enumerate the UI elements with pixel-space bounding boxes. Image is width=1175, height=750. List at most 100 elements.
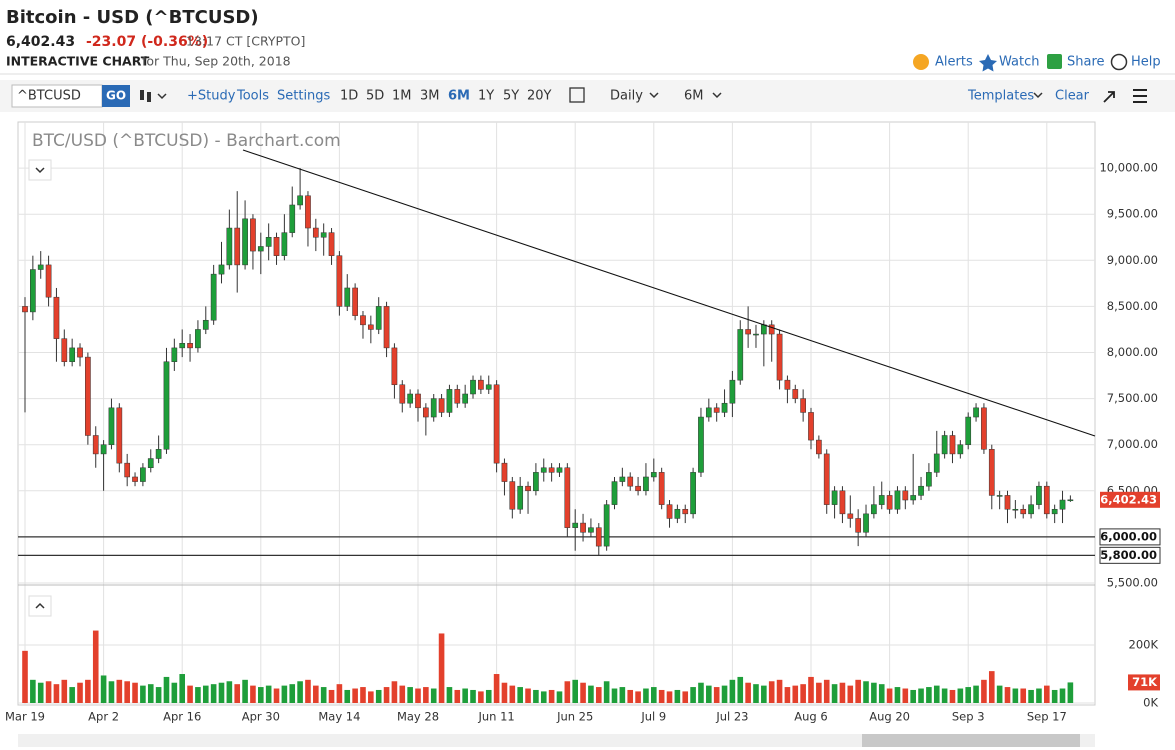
volume-bar [926,687,932,703]
candle-body [745,329,751,335]
volume-bar [619,687,626,703]
collapse-button[interactable] [28,159,52,181]
volume-bar [320,687,327,703]
candle-body [155,449,162,459]
volume-bar [651,687,657,703]
y-tick-label: 10,000.00 [1099,161,1158,175]
scrollbar-track[interactable] [18,734,1095,747]
candle-body [839,490,846,515]
volume-bar [430,688,437,703]
go-button[interactable] [102,85,130,107]
period-select[interactable]: 6M [684,89,704,104]
volume-bar [116,679,123,703]
x-tick-label: Aug 6 [794,710,827,724]
candle-body [273,237,280,256]
calendar-icon[interactable] [569,87,585,103]
y-tick-label: 8,000.00 [1107,345,1158,359]
help-link[interactable]: Help [1131,55,1161,70]
candle-body [878,495,885,505]
candle-body [525,485,531,492]
candle-body [902,490,909,501]
candle-body [430,398,437,418]
volume-bar [894,687,901,703]
volume-bar [171,682,178,703]
candle-body [949,435,956,455]
volume-bar [344,689,351,703]
templates-button[interactable]: Templates [967,89,1034,104]
go-label[interactable]: GO [106,89,126,103]
section-label: INTERACTIVE CHART [6,54,150,69]
candle-body [996,495,1003,497]
volume-bar [682,691,689,703]
candle-body [713,407,720,413]
range-button[interactable]: 1M [392,89,412,104]
volume-bar [540,691,547,703]
x-tick-label: Sep 17 [1027,710,1067,724]
chart-type-icon[interactable] [140,90,167,102]
expand-icon[interactable] [35,602,45,609]
interval-select[interactable]: Daily [610,89,643,104]
candle-body [682,508,689,515]
candle-body [674,508,681,519]
tools-button[interactable]: Tools [236,89,269,104]
volume-bar [155,687,162,703]
dropdown-icon[interactable] [712,92,722,99]
last-price: 6,402.43 [6,34,75,50]
collapse-icon[interactable] [35,167,45,174]
range-button[interactable]: 5Y [503,89,519,104]
alerts-icon[interactable] [913,54,929,70]
volume-bar [297,681,303,703]
volume-bar [336,684,343,703]
range-button[interactable]: 3M [420,89,440,104]
clear-button[interactable]: Clear [1055,89,1090,104]
candle-body [226,227,233,266]
volume-bar [375,689,382,703]
help-icon[interactable] [1110,53,1128,71]
range-button[interactable]: 20Y [527,89,552,104]
dropdown-icon[interactable] [649,92,659,99]
candle-body [965,416,972,445]
dropdown-icon[interactable] [1033,92,1043,99]
range-button[interactable]: 1D [340,89,358,104]
scrollbar-thumb[interactable] [862,734,1080,747]
candle-body [352,287,358,316]
candle-body [383,306,390,349]
watch-link[interactable]: Watch [999,55,1039,70]
candle-body [446,389,453,413]
menu-icon[interactable] [1133,89,1147,103]
candle-body [320,232,327,238]
alerts-link[interactable]: Alerts [935,55,973,70]
candle-body [1028,504,1034,515]
x-tick-label: Jun 11 [477,710,514,724]
candle-body [116,407,123,464]
volume-bar [933,685,940,703]
candle-body [140,467,146,482]
share-link[interactable]: Share [1067,55,1105,70]
candle-body [407,393,413,404]
symbol-value[interactable]: ^BTCUSD [17,89,81,104]
candle-body [1012,508,1019,511]
watch-icon[interactable] [979,54,997,72]
range-button[interactable]: 5D [366,89,384,104]
candle-body [548,467,555,473]
volume-bar [470,689,476,703]
volume-bar [753,684,759,703]
volume-bar [823,679,830,703]
last-volume-label: 71K [1132,675,1158,689]
expand-button[interactable] [28,595,52,617]
candle-body [195,329,201,349]
candle-body [760,324,767,335]
volume-bar [187,685,193,703]
x-tick-label: Apr 2 [88,710,119,724]
expand-icon[interactable] [1103,91,1115,103]
share-icon[interactable] [1047,54,1062,69]
range-button[interactable]: 1Y [478,89,494,104]
range-button[interactable]: 6M [448,89,470,104]
candle-body [187,343,193,349]
settings-button[interactable]: Settings [277,89,331,104]
volume-bar [816,682,822,703]
x-tick-label: Mar 19 [5,710,45,724]
candle-body [1004,495,1011,510]
study-button[interactable]: +Study [187,89,236,104]
candle-body [210,273,217,321]
